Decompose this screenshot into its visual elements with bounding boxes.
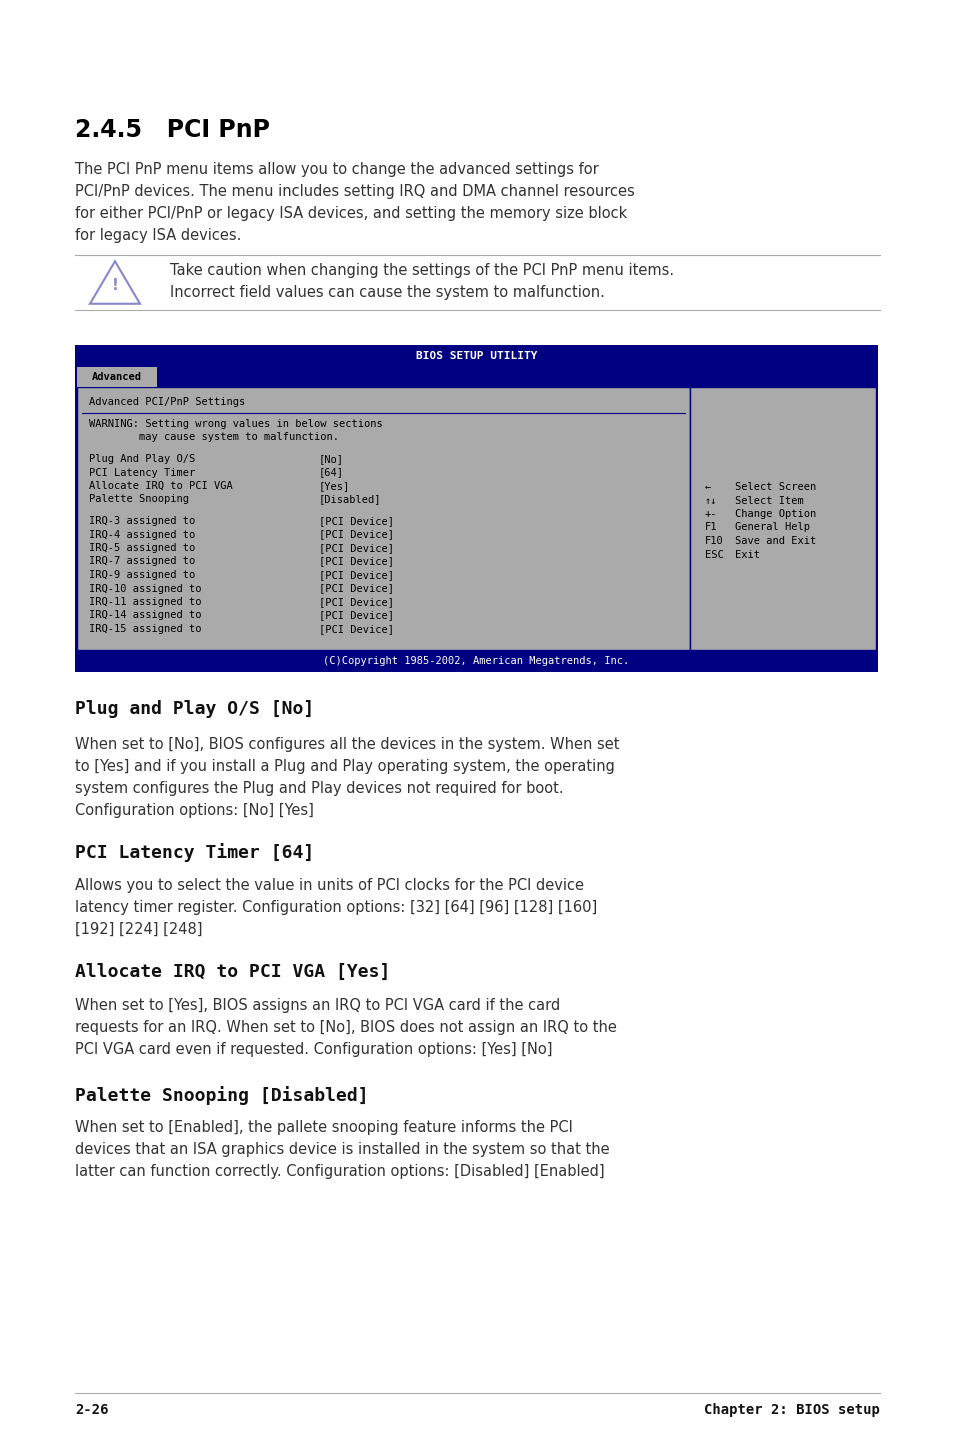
Text: [PCI Device]: [PCI Device] [318,597,394,607]
Text: PCI Latency Timer: PCI Latency Timer [89,467,195,477]
Text: for either PCI/PnP or legacy ISA devices, and setting the memory size block: for either PCI/PnP or legacy ISA devices… [75,206,626,221]
Text: (C)Copyright 1985-2002, American Megatrends, Inc.: (C)Copyright 1985-2002, American Megatre… [323,656,629,666]
Text: [Disabled]: [Disabled] [318,495,381,505]
Text: ←: ← [704,482,711,492]
Text: Allows you to select the value in units of PCI clocks for the PCI device: Allows you to select the value in units … [75,879,583,893]
Text: [PCI Device]: [PCI Device] [318,529,394,539]
Text: General Help: General Help [734,522,809,532]
Text: [PCI Device]: [PCI Device] [318,516,394,526]
Text: ESC: ESC [704,549,723,559]
Text: Save and Exit: Save and Exit [734,536,816,546]
Text: devices that an ISA graphics device is installed in the system so that the: devices that an ISA graphics device is i… [75,1142,609,1158]
Text: [64]: [64] [318,467,344,477]
Bar [689,387,875,650]
Text: IRQ-15 assigned to: IRQ-15 assigned to [89,624,201,634]
Text: IRQ-11 assigned to: IRQ-11 assigned to [89,597,201,607]
Text: for legacy ISA devices.: for legacy ISA devices. [75,229,241,243]
Text: WARNING: Setting wrong values in below sections: WARNING: Setting wrong values in below s… [89,418,382,429]
Text: Advanced PCI/PnP Settings: Advanced PCI/PnP Settings [89,397,245,407]
Text: Select Item: Select Item [734,496,803,506]
Bar [75,650,877,672]
Text: 2-26: 2-26 [75,1403,109,1416]
Text: IRQ-9 assigned to: IRQ-9 assigned to [89,569,195,580]
Text: Plug and Play O/S [No]: Plug and Play O/S [No] [75,700,314,718]
Text: Allocate IRQ to PCI VGA [Yes]: Allocate IRQ to PCI VGA [Yes] [75,963,390,981]
Text: BIOS SETUP UTILITY: BIOS SETUP UTILITY [416,351,537,361]
Text: IRQ-10 assigned to: IRQ-10 assigned to [89,584,201,594]
Text: Palette Snooping [Disabled]: Palette Snooping [Disabled] [75,1086,368,1104]
Text: [PCI Device]: [PCI Device] [318,584,394,594]
Text: Advanced: Advanced [91,372,142,383]
Text: ↑↓: ↑↓ [704,496,717,506]
Text: PCI VGA card even if requested. Configuration options: [Yes] [No]: PCI VGA card even if requested. Configur… [75,1043,552,1057]
Text: Take caution when changing the settings of the PCI PnP menu items.: Take caution when changing the settings … [170,263,674,278]
Text: Plug And Play O/S: Plug And Play O/S [89,454,195,464]
Text: Configuration options: [No] [Yes]: Configuration options: [No] [Yes] [75,802,314,818]
Text: Exit: Exit [734,549,760,559]
Polygon shape [90,262,140,303]
Text: Allocate IRQ to PCI VGA: Allocate IRQ to PCI VGA [89,480,233,490]
Text: system configures the Plug and Play devices not required for boot.: system configures the Plug and Play devi… [75,781,563,797]
Text: F1: F1 [704,522,717,532]
Text: PCI/PnP devices. The menu includes setting IRQ and DMA channel resources: PCI/PnP devices. The menu includes setti… [75,184,634,198]
Text: Select Screen: Select Screen [734,482,816,492]
Text: latter can function correctly. Configuration options: [Disabled] [Enabled]: latter can function correctly. Configura… [75,1163,604,1179]
Bar [75,345,877,672]
Text: to [Yes] and if you install a Plug and Play operating system, the operating: to [Yes] and if you install a Plug and P… [75,759,615,774]
Text: +-: +- [704,509,717,519]
Text: Incorrect field values can cause the system to malfunction.: Incorrect field values can cause the sys… [170,285,604,301]
Bar [77,367,157,387]
Text: IRQ-7 assigned to: IRQ-7 assigned to [89,557,195,567]
Text: Palette Snooping: Palette Snooping [89,495,189,505]
Text: [PCI Device]: [PCI Device] [318,557,394,567]
Text: [No]: [No] [318,454,344,464]
Text: F10: F10 [704,536,723,546]
Text: Change Option: Change Option [734,509,816,519]
Text: 2.4.5   PCI PnP: 2.4.5 PCI PnP [75,118,270,142]
Text: [PCI Device]: [PCI Device] [318,569,394,580]
Bar [77,387,689,650]
Text: IRQ-14 assigned to: IRQ-14 assigned to [89,611,201,621]
Text: The PCI PnP menu items allow you to change the advanced settings for: The PCI PnP menu items allow you to chan… [75,162,598,177]
Text: requests for an IRQ. When set to [No], BIOS does not assign an IRQ to the: requests for an IRQ. When set to [No], B… [75,1020,617,1035]
Text: PCI Latency Timer [64]: PCI Latency Timer [64] [75,843,314,861]
Text: When set to [No], BIOS configures all the devices in the system. When set: When set to [No], BIOS configures all th… [75,738,618,752]
Text: When set to [Yes], BIOS assigns an IRQ to PCI VGA card if the card: When set to [Yes], BIOS assigns an IRQ t… [75,998,559,1012]
Text: Chapter 2: BIOS setup: Chapter 2: BIOS setup [703,1403,879,1416]
Text: [192] [224] [248]: [192] [224] [248] [75,922,202,938]
Text: !: ! [112,278,118,292]
Text: may cause system to malfunction.: may cause system to malfunction. [89,433,338,443]
Text: IRQ-5 assigned to: IRQ-5 assigned to [89,544,195,554]
Text: When set to [Enabled], the pallete snooping feature informs the PCI: When set to [Enabled], the pallete snoop… [75,1120,572,1135]
Text: [PCI Device]: [PCI Device] [318,624,394,634]
Text: IRQ-4 assigned to: IRQ-4 assigned to [89,529,195,539]
Text: [PCI Device]: [PCI Device] [318,611,394,621]
Text: IRQ-3 assigned to: IRQ-3 assigned to [89,516,195,526]
Text: [PCI Device]: [PCI Device] [318,544,394,554]
Text: latency timer register. Configuration options: [32] [64] [96] [128] [160]: latency timer register. Configuration op… [75,900,597,915]
Text: [Yes]: [Yes] [318,480,350,490]
